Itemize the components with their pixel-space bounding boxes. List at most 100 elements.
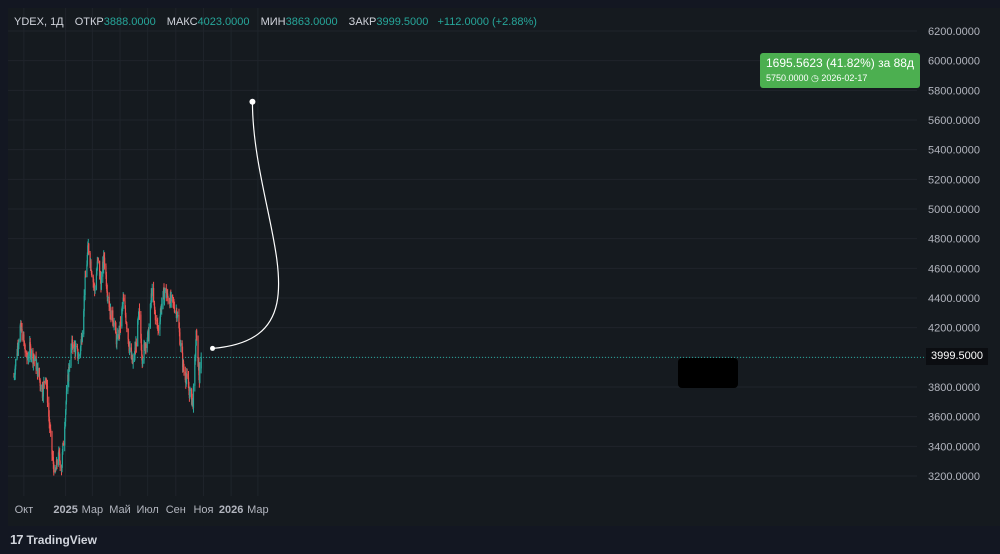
candle-body (119, 321, 122, 327)
candle-body (18, 341, 20, 346)
y-tick-label: 3600.0000 (928, 412, 980, 424)
y-tick-label: 3400.0000 (928, 441, 980, 453)
candle-body (95, 274, 98, 290)
candle-body (24, 349, 26, 353)
candle-body (137, 320, 139, 347)
projection-start-dot (210, 345, 216, 351)
y-tick-label: 5600.0000 (928, 115, 980, 127)
candle-body (183, 369, 185, 372)
candle-body (43, 381, 45, 383)
candle-body (70, 348, 72, 367)
y-tick-label: 5000.0000 (928, 204, 980, 216)
y-tick-label: 4200.0000 (928, 323, 980, 335)
candle-body (194, 358, 196, 386)
candle-body (59, 461, 61, 468)
high-label: МАКС (166, 16, 198, 28)
candle-body (23, 334, 25, 342)
price-chart[interactable]: 6200.0000 6000.0000 5800.0000 5600.0000 5400… (0, 0, 1000, 526)
low-value: 3863.0000 (285, 16, 338, 28)
candle-body (57, 457, 59, 465)
candle-body (170, 295, 172, 302)
candle-body (199, 368, 201, 383)
y-tick-label: 3200.0000 (928, 471, 980, 483)
candle-body (90, 261, 92, 271)
candle-body (143, 343, 145, 361)
close-label: ЗАКР (348, 16, 377, 28)
candle-body (37, 367, 39, 377)
candle-body (195, 345, 197, 358)
candle-body (56, 460, 58, 465)
candle-body (115, 326, 117, 334)
candle-body (55, 469, 57, 471)
symbol-header: YDEX, 1Д ОТКР3888.0000 МАКС4023.0000 МИН… (14, 16, 537, 28)
projection-label[interactable]: 1695.5623 (41.82%) за 88д 5750.0000 ◷ 20… (760, 53, 920, 88)
x-tick-label: Май (109, 504, 131, 516)
brand-label: TradingView (26, 533, 97, 547)
candle-body (113, 322, 115, 326)
projection-curve (212, 101, 280, 350)
candle-body (197, 335, 199, 366)
candle-body (91, 273, 93, 277)
candle-body (149, 304, 151, 328)
candle-body (59, 453, 61, 462)
candle-body (51, 431, 53, 455)
candle-body (142, 360, 144, 364)
candle-body (148, 327, 150, 341)
y-tick-label: 5400.0000 (928, 145, 980, 157)
projection-target: 5750.0000 ◷ 2026-02-17 (766, 73, 868, 83)
candle-body (48, 402, 50, 417)
high-value: 4023.0000 (197, 16, 250, 28)
candle-body (163, 290, 166, 300)
candle-body (198, 363, 200, 376)
candle-body (80, 340, 82, 348)
candle-body (23, 341, 25, 344)
candle-body (189, 389, 191, 391)
candle-body (27, 356, 30, 359)
last-price-tag: 3999.5000 (926, 348, 988, 365)
candle-body (72, 344, 74, 349)
tradingview-logo[interactable]: 17 TradingView (10, 532, 97, 547)
candle-body (188, 387, 190, 391)
y-tick-label: 5800.0000 (928, 85, 980, 97)
candle-body (145, 343, 147, 349)
x-tick-label: Сен (166, 504, 186, 516)
candle-body (30, 350, 33, 357)
candle-body (124, 308, 127, 316)
y-tick-label: 3800.0000 (928, 382, 980, 394)
x-tick-label: 2025 (53, 504, 77, 516)
candle-body (123, 297, 125, 302)
candle-body (112, 310, 114, 322)
candle-body (107, 297, 109, 299)
y-tick-label: 4800.0000 (928, 234, 980, 246)
candle-body (172, 295, 174, 298)
candle-body (154, 311, 156, 321)
candle-body (161, 303, 163, 310)
candle-body (34, 356, 36, 361)
candle-body (75, 346, 77, 348)
candle-body (19, 325, 21, 342)
y-tick-label: 4600.0000 (928, 263, 980, 275)
chart-area[interactable] (8, 8, 1000, 526)
projection-end-marker (249, 98, 256, 105)
candle-body (99, 260, 101, 277)
candle-body (81, 334, 83, 342)
candle-body (140, 314, 142, 339)
candle-body (62, 443, 64, 453)
candle-body (68, 367, 70, 381)
candle-body (153, 303, 156, 309)
candle-body (157, 322, 159, 329)
candle-body (64, 426, 66, 446)
candle-body (116, 334, 118, 340)
candle-body (32, 350, 34, 364)
candle-body (125, 315, 127, 323)
projection-change: 1695.5623 (41.82%) за 88д (766, 56, 914, 70)
candle-body (105, 265, 107, 275)
symbol-name[interactable]: YDEX, 1Д (14, 16, 64, 28)
candle-body (21, 329, 23, 341)
tradingview-icon: 17 (10, 532, 24, 547)
candle-body (103, 257, 106, 266)
candle-body (108, 306, 111, 308)
candle-body (87, 245, 89, 255)
close-value: 3999.5000 (376, 16, 429, 28)
candle-body (162, 291, 164, 304)
